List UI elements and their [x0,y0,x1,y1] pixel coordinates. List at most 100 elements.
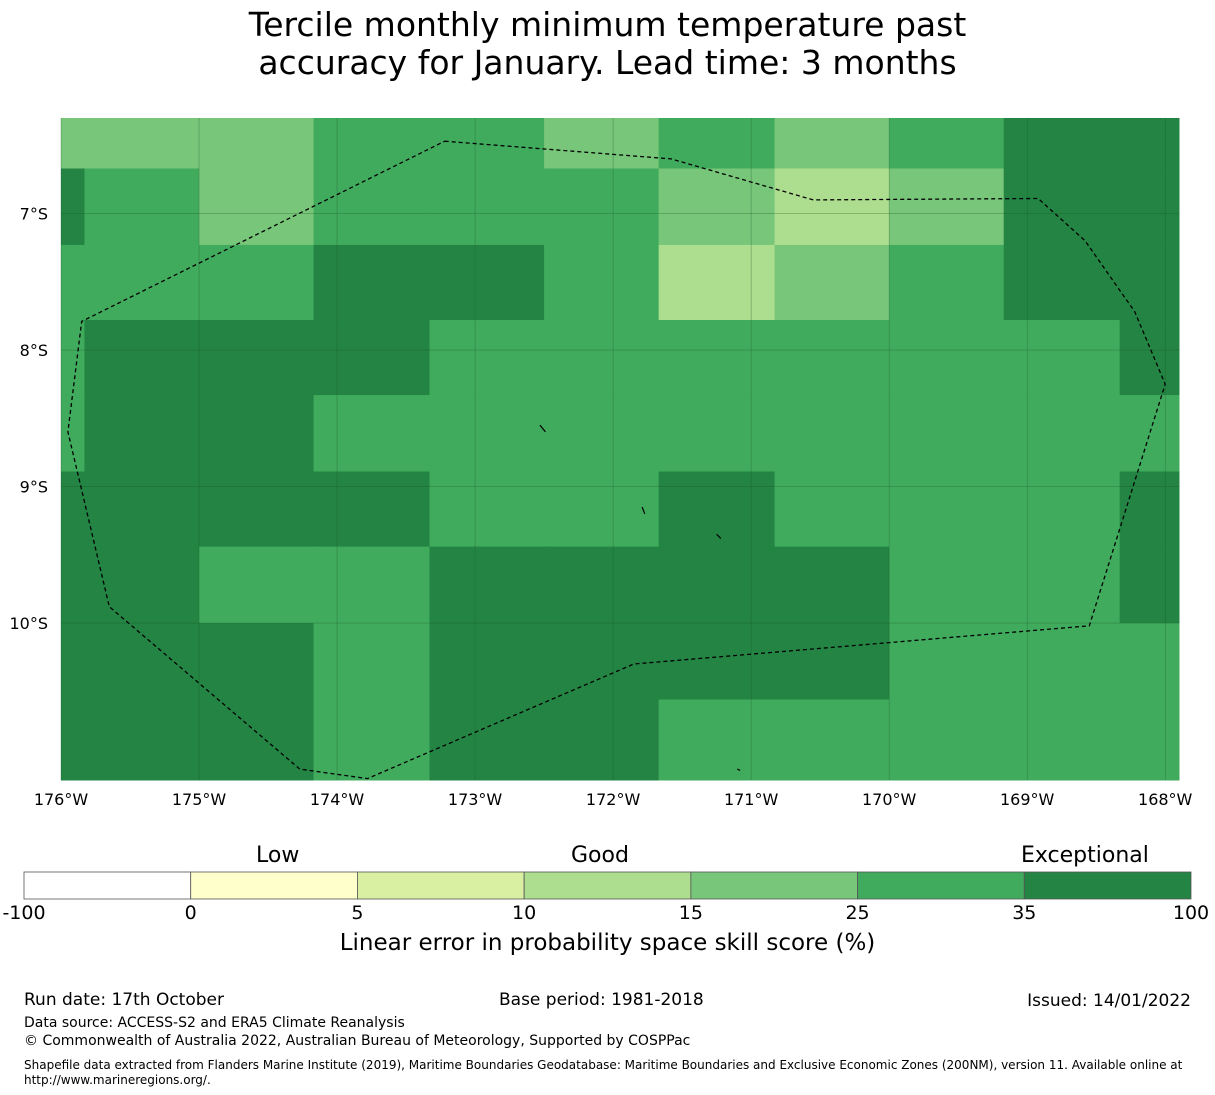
skill-cell [1119,118,1180,170]
skill-cell [774,168,890,246]
skill-cell [429,395,545,473]
x-tick-label: 170°W [862,790,917,809]
skill-cell [658,699,776,781]
skill-cell [544,623,660,700]
skill-cell [658,168,776,246]
skill-cell [429,699,545,781]
skill-cell [313,395,431,473]
skill-cell [658,118,776,170]
map-title: Tercile monthly minimum temperature past… [0,6,1215,82]
skill-cell [61,168,85,246]
copyright: © Commonwealth of Australia 2022, Austra… [24,1033,691,1049]
skill-cell [658,244,776,321]
skill-cell [774,320,890,396]
skill-cell [199,471,315,548]
x-tick-label: 176°W [34,790,89,809]
skill-cell [429,471,545,548]
skill-cell [774,395,890,473]
skill-cell [1003,118,1121,170]
skill-cell [61,471,85,548]
y-tick-label: 9°S [20,478,48,497]
skill-cell [84,395,200,473]
colorbar-tick-label: 15 [678,902,703,924]
base-period: Base period: 1981-2018 [499,990,704,1010]
skill-cell [774,546,890,624]
data-source: Data source: ACCESS-S2 and ERA5 Climate … [24,1015,405,1031]
colorbar-tick-label: 100 [1172,902,1210,924]
skill-cell [429,623,545,700]
title-line-2: accuracy for January. Lead time: 3 month… [258,43,957,82]
island [737,768,741,771]
skill-cell [544,471,660,548]
skill-cells [61,118,1180,781]
islands [539,424,741,771]
colorbar-tick-label: 0 [184,902,197,924]
skill-cell [1119,471,1180,548]
skill-cell [889,699,1005,781]
skill-cell [61,320,85,396]
y-tick-label: 10°S [9,614,48,633]
skill-cell [429,546,545,624]
skill-cell [199,395,315,473]
skill-cell [544,320,660,396]
skill-cell [84,471,200,548]
skill-cell [313,320,431,396]
skill-cell [313,168,431,246]
x-tick-label: 173°W [448,790,503,809]
skill-cell [1003,168,1121,246]
title-line-1: Tercile monthly minimum temperature past [248,5,967,44]
skill-cell [1119,168,1180,246]
skill-cell [889,623,1005,700]
eez-boundary [67,140,1166,780]
skill-cell [313,623,431,700]
colorbar-tick-label: 10 [512,902,537,924]
skill-cell [61,244,85,321]
skill-cell [429,244,545,321]
colorbar-tick-label: 35 [1012,902,1037,924]
y-tick-labels: 7°S 8°S 9°S 10°S [9,205,48,633]
skill-cell [199,168,315,246]
skill-cell [544,244,660,321]
skill-cell [658,623,776,700]
skill-cell [84,699,200,781]
skill-cell [774,699,890,781]
issued-date: Issued: 14/01/2022 [1027,991,1191,1011]
colorbar-label-exceptional: Exceptional [1021,843,1149,868]
skill-cell [199,320,315,396]
y-tick-label: 7°S [20,205,48,224]
skill-cell [658,471,776,548]
skill-cell [199,546,315,624]
skill-cell [658,395,776,473]
skill-cell [774,623,890,700]
colorbar-label-low: Low [256,843,300,868]
skill-cell [84,320,200,396]
skill-cell [429,168,545,246]
x-tick-label: 172°W [586,790,641,809]
skill-cell [1119,623,1180,700]
skill-cell [84,168,200,246]
skill-cell [313,546,431,624]
skill-cell [544,699,660,781]
skill-cell [61,623,85,700]
skill-cell [84,546,200,624]
skill-cell [1119,395,1180,473]
skill-cell [1119,244,1180,321]
skill-cell [1119,320,1180,396]
skill-cell [1003,699,1121,781]
x-tick-label: 168°W [1138,790,1193,809]
skill-cell [889,118,1005,170]
colorbar-bin [523,871,692,900]
skill-cell [199,118,315,170]
skill-cell [84,623,200,700]
map-figure: 176°W 175°W 174°W 173°W 172°W 171°W 170°W 169°W… [9,118,1193,809]
skill-cell [889,471,1005,548]
skill-cell [429,118,545,170]
skill-cell [1003,244,1121,321]
skill-cell [313,118,431,170]
skill-cell [429,320,545,396]
eez-boundary-line [67,140,1166,780]
run-date: Run date: 17th October [24,990,224,1010]
skill-cell [61,546,85,624]
skill-cell [658,546,776,624]
x-tick-label: 169°W [1000,790,1055,809]
